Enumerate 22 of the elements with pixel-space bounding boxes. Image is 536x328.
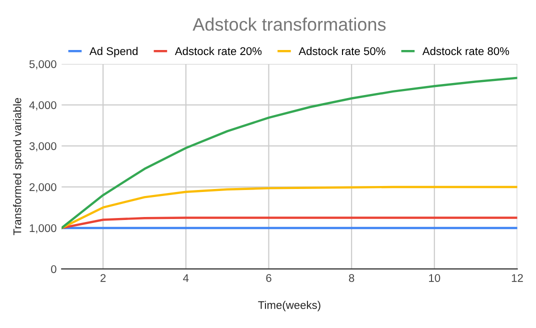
- legend-label: Adstock rate 80%: [422, 46, 510, 56]
- x-tick-label: 8: [348, 274, 354, 282]
- legend-label: Adstock rate 50%: [298, 46, 386, 56]
- y-axis-title: Transformed spend variable: [13, 98, 24, 236]
- y-tick-label: 1,000: [30, 224, 56, 234]
- x-tick-label: 4: [183, 274, 189, 282]
- legend-label: Adstock rate 20%: [174, 46, 262, 56]
- y-tick-label: 0: [51, 265, 56, 274]
- line-series: [62, 216, 518, 230]
- x-tick-label: 6: [266, 274, 272, 282]
- x-axis-title: Time(weeks): [258, 300, 320, 312]
- line-series: [62, 186, 518, 230]
- y-tick-label: 2,000: [30, 183, 56, 192]
- x-tick-label: 10: [429, 274, 440, 282]
- legend-label: Ad Spend: [89, 46, 138, 58]
- y-tick-label: 3,000: [29, 142, 56, 152]
- x-tick-label: 12: [512, 274, 523, 282]
- line-series: [62, 76, 518, 230]
- x-tick-label: 2: [100, 274, 106, 282]
- y-tick-label: 4,000: [29, 101, 56, 110]
- y-tick-label: 5,000: [29, 60, 56, 70]
- chart-title: Adstock transformations: [192, 18, 386, 31]
